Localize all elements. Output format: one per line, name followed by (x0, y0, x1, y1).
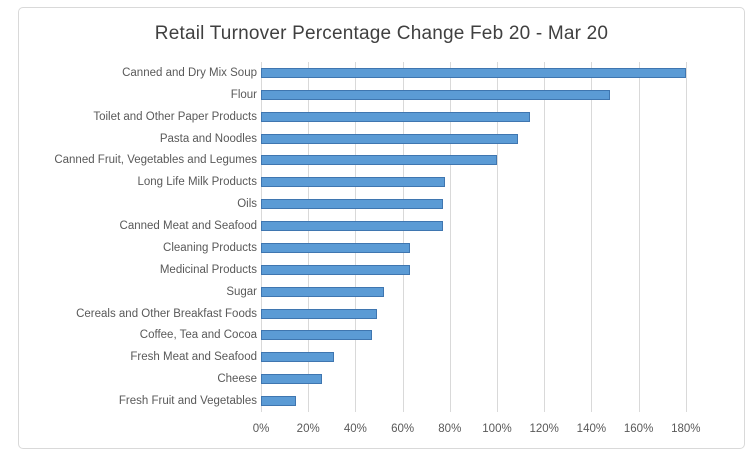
x-tick-label: 100% (482, 423, 512, 435)
x-tick-label: 140% (576, 423, 607, 435)
category-label: Pasta and Noodles (159, 132, 257, 145)
gridlines (261, 62, 733, 412)
chart-title: Retail Turnover Percentage Change Feb 20… (154, 23, 609, 44)
gridline (449, 62, 451, 412)
bar-track (261, 193, 733, 215)
bar (261, 133, 519, 144)
x-tick-label: 120% (529, 423, 559, 435)
bar-track (261, 281, 733, 303)
bar (261, 67, 686, 78)
gridline (308, 62, 310, 412)
bar-row: Oils (19, 193, 744, 215)
x-tick-label: 80% (438, 423, 462, 435)
bar-row: Medicinal Products (19, 259, 744, 281)
bar-row: Canned Meat and Seafood (19, 215, 744, 237)
bar-row: Canned Fruit, Vegetables and Legumes (19, 150, 744, 172)
gridline (261, 62, 262, 412)
bar (261, 242, 410, 253)
bar-row: Sugar (19, 281, 744, 303)
bar (261, 264, 410, 275)
x-tick-label: 40% (343, 423, 367, 435)
category-label: Cleaning Products (163, 241, 257, 254)
category-label: Oils (237, 198, 257, 211)
x-tick-label: 60% (391, 423, 415, 435)
bar-track (261, 303, 733, 325)
bar (261, 155, 497, 166)
bar-row: Coffee, Tea and Cocoa (19, 325, 744, 347)
category-label: Sugar (226, 285, 257, 298)
gridline (497, 62, 498, 412)
bar-track (261, 325, 733, 347)
bar-track (261, 171, 733, 193)
bar (261, 308, 377, 319)
bar-track (261, 215, 733, 237)
category-label: Flour (230, 88, 257, 101)
category-label: Canned Meat and Seafood (119, 220, 257, 233)
bar (261, 199, 443, 210)
category-label: Long Life Milk Products (137, 176, 257, 189)
gridline (638, 62, 640, 412)
category-label: Coffee, Tea and Cocoa (139, 329, 257, 342)
bar-track (261, 128, 733, 150)
bar-row: Long Life Milk Products (19, 171, 744, 193)
gridline (544, 62, 546, 412)
bar-track (261, 237, 733, 259)
bar-row: Fresh Meat and Seafood (19, 346, 744, 368)
gridline (402, 62, 404, 412)
category-label: Canned Fruit, Vegetables and Legumes (54, 154, 257, 167)
category-label: Toilet and Other Paper Products (93, 110, 257, 123)
bar (261, 221, 443, 232)
bar-track (261, 259, 733, 281)
category-label: Cereals and Other Breakfast Foods (76, 307, 257, 320)
bar (261, 89, 611, 100)
x-tick-label: 180% (671, 423, 701, 435)
category-label: Medicinal Products (159, 263, 257, 276)
x-tick-label: 0% (252, 423, 270, 435)
bar-track (261, 150, 733, 172)
gridline (685, 62, 687, 412)
bar-row: Canned and Dry Mix Soup (19, 62, 744, 84)
bar-row: Toilet and Other Paper Products (19, 106, 744, 128)
bar-track (261, 390, 733, 412)
bar-track (261, 346, 733, 368)
x-tick-label: 160% (623, 423, 654, 435)
bar-row: Pasta and Noodles (19, 128, 744, 150)
bar (261, 111, 531, 122)
bar (261, 374, 323, 385)
bar (261, 177, 446, 188)
x-tick-label: 20% (296, 423, 320, 435)
bar (261, 396, 297, 407)
bar-row: Cheese (19, 368, 744, 390)
plot-area: Canned and Dry Mix Soup Flour Toilet and O… (19, 62, 744, 412)
category-label: Cheese (217, 373, 257, 386)
bar-row: Flour (19, 84, 744, 106)
chart-frame: Retail Turnover Percentage Change Feb 20… (18, 7, 745, 449)
category-label: Canned and Dry Mix Soup (122, 66, 257, 79)
bar-row: Fresh Fruit and Vegetables (19, 390, 744, 412)
category-label: Fresh Meat and Seafood (130, 351, 257, 364)
bar-row: Cleaning Products (19, 237, 744, 259)
bar-row: Cereals and Other Breakfast Foods (19, 303, 744, 325)
plot-rows: Canned and Dry Mix Soup Flour Toilet and O… (19, 62, 744, 412)
bar (261, 286, 384, 297)
bar (261, 352, 335, 363)
bar-track (261, 106, 733, 128)
gridline (591, 62, 593, 412)
x-axis-ticks: 0% 20% 40% 60% 80% 100% 120% 140% 160% 180% (253, 413, 733, 445)
gridline (355, 62, 357, 412)
bar (261, 330, 372, 341)
bar-track (261, 84, 733, 106)
bar-track (261, 62, 733, 84)
category-label: Fresh Fruit and Vegetables (118, 395, 257, 408)
bar-track (261, 368, 733, 390)
